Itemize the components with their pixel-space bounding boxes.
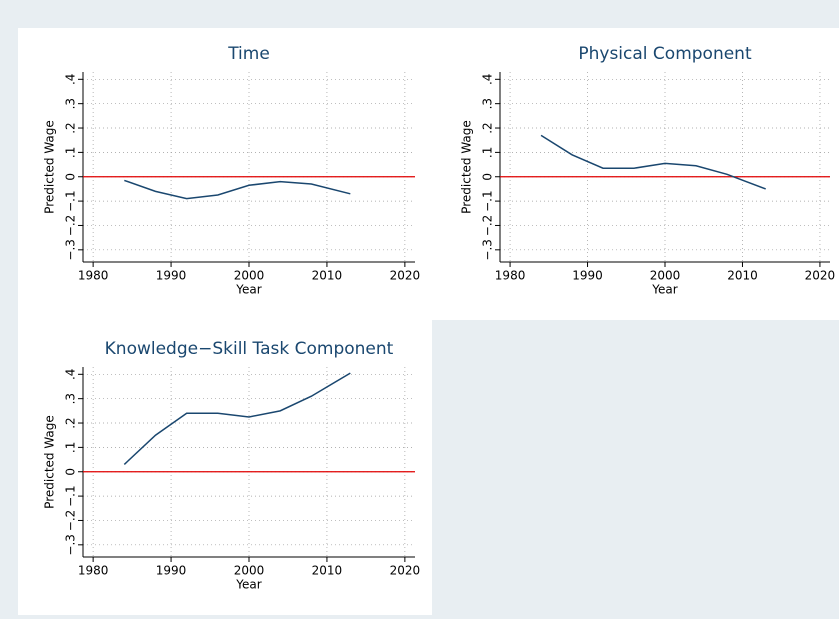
y-tick-label: .2 xyxy=(481,122,495,133)
y-tick-label: .4 xyxy=(64,74,78,85)
chart-title: Time xyxy=(227,44,270,64)
x-tick-label: 1980 xyxy=(78,269,109,283)
y-tick-label: −.1 xyxy=(481,190,495,212)
x-tick-label: 1990 xyxy=(156,564,187,578)
x-tick-label: 2010 xyxy=(727,269,758,283)
y-tick-label: .3 xyxy=(481,98,495,109)
x-tick-label: 2000 xyxy=(650,269,681,283)
x-tick-label: 2020 xyxy=(390,564,421,578)
y-tick-label: −.2 xyxy=(64,510,78,532)
data-line xyxy=(124,179,351,200)
x-tick-label: 1980 xyxy=(495,269,526,283)
y-tick-label: .4 xyxy=(481,74,495,85)
y-tick-label: −.2 xyxy=(481,215,495,237)
x-tick-label: 2010 xyxy=(312,269,343,283)
y-axis-label: Predicted Wage xyxy=(43,415,57,509)
y-tick-label: −.3 xyxy=(481,239,495,261)
x-tick-label: 1990 xyxy=(156,269,187,283)
data-line xyxy=(540,134,766,190)
x-tick-label: 2020 xyxy=(390,269,421,283)
y-tick-label: −.2 xyxy=(64,215,78,237)
y-tick-label: .2 xyxy=(64,417,78,428)
panel-background xyxy=(18,28,839,320)
y-tick-label: 0 xyxy=(481,173,495,181)
y-tick-label: .3 xyxy=(64,98,78,109)
x-tick-label: 1990 xyxy=(572,269,603,283)
y-axis-label: Predicted Wage xyxy=(43,120,57,214)
y-tick-label: −.1 xyxy=(64,485,78,507)
y-tick-label: .1 xyxy=(64,147,78,158)
y-axis-label: Predicted Wage xyxy=(460,120,474,214)
y-tick-label: −.3 xyxy=(64,534,78,556)
y-tick-label: .3 xyxy=(64,393,78,404)
data-line xyxy=(123,372,351,465)
chart-title: Physical Component xyxy=(578,44,752,64)
x-tick-label: 2010 xyxy=(312,564,343,578)
x-axis-label: Year xyxy=(235,578,261,592)
y-tick-label: .1 xyxy=(481,147,495,158)
x-tick-label: 2000 xyxy=(234,564,265,578)
chart-title: Knowledge−Skill Task Component xyxy=(105,339,394,359)
y-tick-label: −.1 xyxy=(64,190,78,212)
x-tick-label: 2000 xyxy=(234,269,265,283)
x-tick-label: 1980 xyxy=(78,564,109,578)
y-tick-label: .2 xyxy=(64,122,78,133)
y-tick-label: 0 xyxy=(64,173,78,181)
x-axis-label: Year xyxy=(235,283,261,297)
x-axis-label: Year xyxy=(651,283,677,297)
x-tick-label: 2020 xyxy=(805,269,836,283)
y-tick-label: .1 xyxy=(64,442,78,453)
y-tick-label: 0 xyxy=(64,468,78,476)
panel-background xyxy=(18,320,432,615)
y-tick-label: .4 xyxy=(64,369,78,380)
y-tick-label: −.3 xyxy=(64,239,78,261)
